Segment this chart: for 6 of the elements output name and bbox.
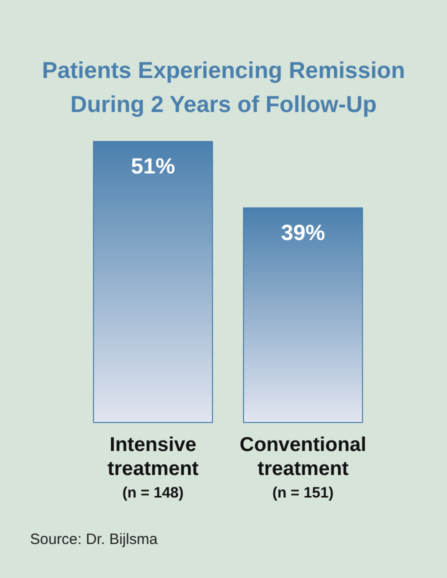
x-tick-label: Intensive treatment (n = 148) (107, 434, 199, 502)
data-label: 39% (280, 220, 326, 245)
chart-title: Patients Experiencing Remission During 2 Years of Follow-Up (42, 57, 406, 117)
source-note: Source: Dr. Bijlsma (30, 531, 158, 548)
data-label: 51% (130, 154, 176, 178)
x-tick-label: Conventional treatment (n = 151) (240, 434, 366, 502)
